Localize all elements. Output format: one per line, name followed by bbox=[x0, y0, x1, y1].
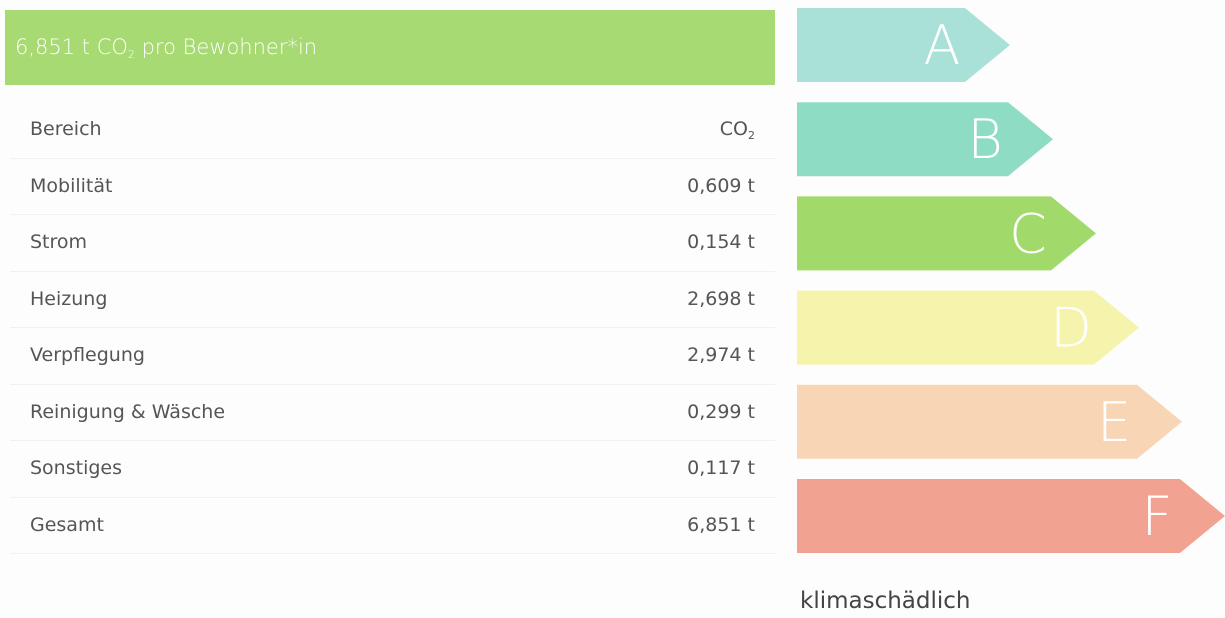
head-unit-subscript: 2 bbox=[748, 129, 755, 142]
rating-arrow bbox=[797, 290, 1139, 365]
emission-table: Bereich CO2 Mobilität 0,609 t Strom 0,154 t… bbox=[10, 102, 775, 554]
rating-arrow bbox=[797, 479, 1225, 553]
table-row: Gesamt 6,851 t bbox=[10, 498, 775, 554]
row-value: 0,154 t bbox=[687, 231, 755, 253]
summary-subscript: 2 bbox=[127, 48, 135, 61]
head-unit-text: CO bbox=[719, 118, 748, 140]
row-value: 0,117 t bbox=[687, 457, 755, 479]
rating-arrow bbox=[797, 384, 1182, 459]
row-label: Heizung bbox=[30, 287, 108, 310]
rating-letter: D bbox=[1050, 297, 1092, 360]
scale-caption: klimaschädlich bbox=[800, 588, 971, 614]
rating-arrow bbox=[797, 102, 1053, 177]
row-value: 2,698 t bbox=[687, 287, 755, 310]
rating-arrow bbox=[797, 196, 1096, 271]
row-label: Sonstiges bbox=[30, 457, 123, 479]
head-label: Bereich bbox=[30, 118, 102, 140]
row-label: Gesamt bbox=[30, 513, 104, 536]
rating-letter: C bbox=[1009, 202, 1047, 265]
rating-letter: A bbox=[924, 14, 961, 77]
table-row: Reinigung & Wäsche 0,299 t bbox=[10, 385, 775, 441]
head-unit: CO2 bbox=[720, 118, 755, 142]
row-value: 6,851 t bbox=[687, 513, 755, 536]
summary-text: 6,851 t CO bbox=[15, 35, 128, 59]
table-row: Strom 0,154 t bbox=[10, 215, 775, 272]
rating-letter: B bbox=[967, 108, 1002, 171]
row-label: Strom bbox=[30, 231, 88, 253]
rating-arrow bbox=[797, 8, 1010, 82]
summary-bar: 6,851 t CO2 pro Bewohner*in bbox=[5, 10, 775, 85]
rating-letter: E bbox=[1097, 391, 1131, 454]
row-value: 0,299 t bbox=[687, 400, 755, 423]
row-label: Reinigung & Wäsche bbox=[30, 400, 226, 423]
rating-letter: F bbox=[1141, 485, 1172, 548]
table-row: Verpflegung 2,974 t bbox=[10, 328, 775, 385]
table-row: Mobilität 0,609 t bbox=[10, 159, 775, 215]
summary-text: pro Bewohner*in bbox=[134, 35, 318, 59]
table-row: Heizung 2,698 t bbox=[10, 272, 775, 328]
table-head: Bereich CO2 bbox=[10, 102, 775, 159]
table-row: Sonstiges 0,117 t bbox=[10, 441, 775, 498]
row-value: 0,609 t bbox=[687, 174, 755, 197]
row-value: 2,974 t bbox=[687, 344, 755, 366]
row-label: Verpflegung bbox=[30, 344, 145, 366]
row-label: Mobilität bbox=[30, 174, 113, 197]
